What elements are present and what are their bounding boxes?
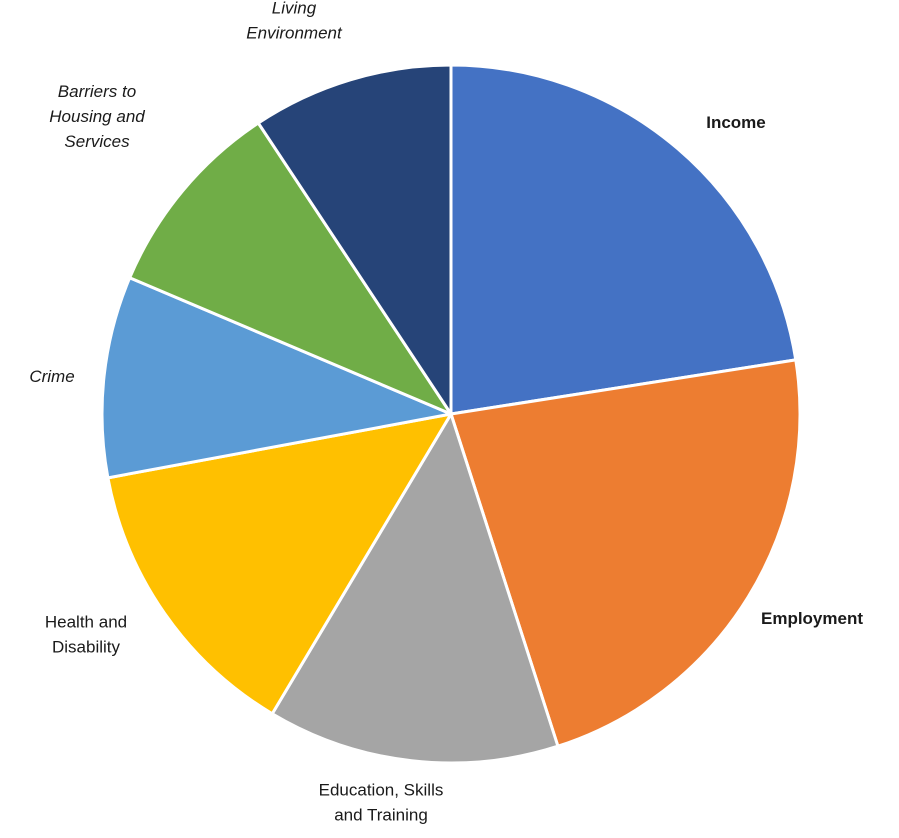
- pie-label-line: Education, Skills: [319, 781, 444, 800]
- pie-label-line: Income: [706, 113, 766, 132]
- pie-label-line: Environment: [246, 24, 343, 43]
- pie-label-employment: Employment: [761, 609, 863, 628]
- pie-label-living-environment: Living Environment: [246, 0, 343, 43]
- pie-label-crime: Crime: [29, 367, 74, 386]
- pie-label-line: Disability: [52, 638, 121, 657]
- pie-slices: [100, 63, 802, 765]
- pie-label-health-and-disability: Health and Disability: [45, 613, 127, 657]
- pie-label-line: Health and: [45, 613, 127, 632]
- pie-label-education-skills-and-training: Education, Skills and Training: [319, 781, 444, 825]
- pie-slice-barriers-to-housing-and-services: [128, 121, 453, 416]
- pie-label-line: Services: [64, 132, 130, 151]
- pie-slice-crime: [100, 276, 453, 480]
- pie-slice-health-and-disability: [106, 412, 453, 716]
- pie-label-income: Income: [706, 113, 766, 132]
- pie-label-barriers-to-housing-and-services: Barriers to Housing and Services: [49, 82, 145, 151]
- pie-slice-employment: [449, 358, 802, 748]
- pie-slice-income: [449, 63, 798, 416]
- pie-label-line: and Training: [334, 806, 428, 825]
- pie-slice-living-environment: [256, 63, 453, 416]
- pie-label-line: Living: [272, 0, 317, 18]
- pie-slice-education-skills-and-training: [270, 412, 560, 765]
- pie-labels: Income Employment Education, Skills and Tra…: [29, 0, 863, 825]
- pie-label-line: Employment: [761, 609, 863, 628]
- pie-label-line: Barriers to: [58, 82, 136, 101]
- pie-label-line: Housing and: [49, 107, 145, 126]
- pie-label-line: Crime: [29, 367, 74, 386]
